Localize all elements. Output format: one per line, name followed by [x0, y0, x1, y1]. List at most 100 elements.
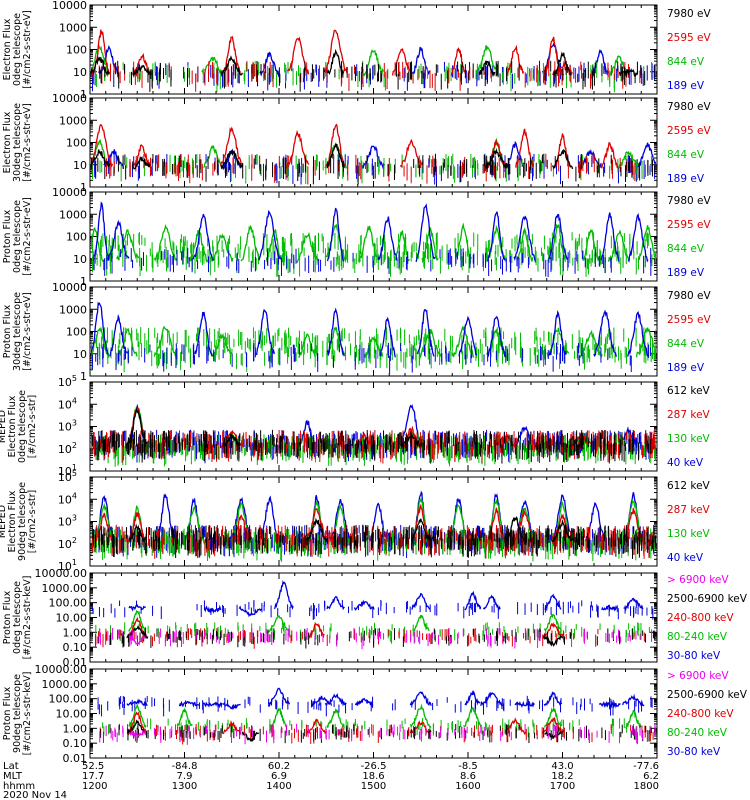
burst-peak: [192, 213, 215, 261]
y-tick-base: 10: [58, 443, 72, 456]
burst-peak: [416, 308, 435, 357]
burst-peak: [450, 47, 467, 77]
panel-frame: [89, 381, 658, 472]
burst-peak: [220, 126, 244, 167]
burst-peak: [91, 149, 111, 169]
legend-entry: 40 keV: [667, 457, 704, 469]
y-tick-label: 100: [66, 231, 87, 244]
burst-peak: [418, 328, 442, 360]
y-axis-label: [#/cm2-s-str-eV]: [22, 197, 33, 276]
burst-peak: [627, 212, 649, 263]
y-tick-label: 1: [80, 275, 87, 288]
burst-peak: [109, 313, 128, 357]
legend-entry: 2595 eV: [667, 314, 712, 326]
burst-peak: [487, 211, 506, 261]
burst-peak: [505, 140, 525, 169]
y-axis-label: 30deg telescope: [12, 103, 23, 182]
legend-entry: 189 eV: [667, 173, 705, 185]
y-axis-label: [#/cm2-s-str-eV]: [22, 10, 33, 89]
panel-ted_e_0: 1 10 100 1000 10000 Electron Flux 0deg telesco…: [2, 0, 712, 101]
burst-peak: [296, 231, 319, 264]
y-tick-label: 10: [73, 253, 87, 266]
legend-entry: 287 keV: [667, 504, 711, 516]
panel-meped_e_90: 10110^110210^210310^310410^410510^5MEPED…: [0, 469, 711, 573]
data-traces: [91, 403, 656, 467]
y-tick-label: 1: [80, 181, 87, 194]
y-tick-label: 10000: [52, 281, 87, 294]
burst-peak: [551, 494, 574, 541]
y-tick-label: 101: [58, 558, 77, 573]
data-traces: [91, 201, 656, 278]
burst-peak: [132, 144, 152, 169]
burst-peak: [421, 227, 439, 264]
burst-peak: [513, 215, 537, 262]
y-tick-base: 10: [58, 516, 72, 529]
y-tick-base: 10: [58, 560, 72, 573]
burst-peak: [324, 224, 347, 264]
burst-peak: [553, 51, 572, 76]
burst-peak: [548, 309, 567, 356]
burst-peak: [107, 219, 130, 261]
burst-peak: [211, 332, 233, 358]
series-7980-ev: [91, 143, 656, 185]
y-tick-label: 104: [58, 491, 77, 506]
burst-peak: [618, 68, 639, 78]
legend-entry: 2595 eV: [667, 219, 712, 231]
legend-entry: 844 eV: [667, 243, 705, 255]
panel-frame: [89, 4, 658, 95]
burst-peak: [193, 311, 213, 357]
burst-peak: [240, 224, 261, 262]
y-tick-label: 102: [58, 441, 77, 456]
y-tick-base: 10: [58, 421, 72, 434]
y-axis-label: MEPED: [0, 505, 8, 538]
panel-ted_e_30: 1 10 100 1000 10000 Electron Flux 30deg telesc…: [2, 92, 712, 194]
panel-meped_e_0: 10110^110210^210310^310410^410510^5MEPED…: [0, 374, 711, 478]
y-axis-label: [#/cm2-s-str-eV]: [22, 292, 33, 371]
legend-entry: 7980 eV: [667, 101, 712, 113]
y-axis-label: Electron Flux: [7, 490, 18, 552]
burst-peak: [487, 316, 506, 358]
legend-entry: 844 eV: [667, 149, 705, 161]
y-tick-exponent: 3: [72, 419, 77, 428]
legend-entry: 844 eV: [667, 338, 705, 350]
y-axis-label: 0deg telescope: [12, 13, 23, 86]
burst-peak: [415, 203, 436, 262]
y-tick-base: 10: [58, 538, 72, 551]
y-tick-exponent: 5: [72, 374, 77, 383]
legend-entry: 130 keV: [667, 433, 711, 445]
burst-peak: [478, 59, 496, 77]
burst-peak: [325, 123, 346, 168]
burst-peak: [203, 145, 223, 170]
burst-peak: [257, 209, 282, 261]
y-tick-label: 1000: [59, 114, 87, 127]
burst-peak: [220, 150, 244, 170]
y-tick-label: 1000: [59, 303, 87, 316]
y-axis-label: [#/cm2-s-str]: [27, 395, 38, 458]
burst-peak: [549, 223, 567, 263]
y-tick-exponent: 2: [72, 536, 77, 545]
y-tick-base: 10: [58, 493, 72, 506]
y-tick-label: 103: [58, 419, 77, 434]
data-traces: [91, 490, 656, 562]
burst-peak: [377, 216, 398, 262]
burst-peak: [93, 201, 110, 262]
burst-peak: [220, 55, 244, 78]
burst-peak: [379, 316, 396, 358]
y-tick-label: 10: [73, 159, 87, 172]
burst-peak: [91, 301, 109, 356]
y-tick-exponent: 1: [72, 558, 77, 567]
burst-peak: [393, 229, 410, 262]
y-tick-label: 101: [58, 463, 77, 478]
burst-peak: [400, 433, 423, 448]
legend-entry: 2595 eV: [667, 125, 712, 137]
legend-entry: 7980 eV: [667, 290, 712, 302]
y-tick-base: 10: [58, 398, 72, 411]
burst-peak: [485, 147, 508, 169]
burst-peak: [254, 309, 275, 356]
burst-peak: [91, 226, 104, 262]
legend-entry: 612 keV: [667, 480, 711, 492]
burst-peak: [475, 45, 499, 75]
y-axis-label: [#/cm2-s-str]: [27, 490, 38, 553]
